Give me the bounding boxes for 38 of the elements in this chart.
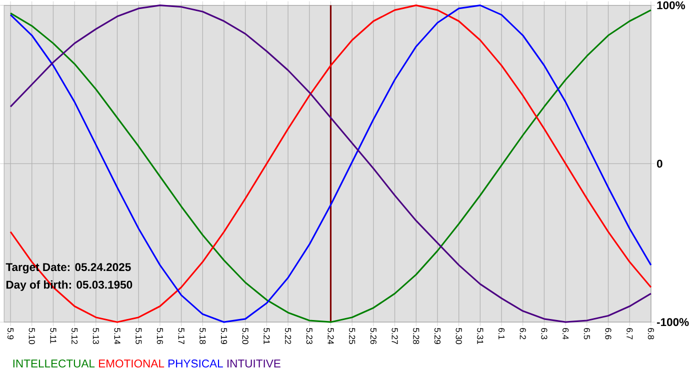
x-tick-label: 5.22 (284, 328, 292, 344)
text: EMOTIONAL (99, 360, 164, 368)
x-tick-label: 5.25 (349, 328, 356, 344)
x-tick-label: 6.3 (541, 328, 548, 340)
x-tick-label: 5.30 (456, 328, 462, 344)
text: PHYSICAL (168, 360, 223, 368)
x-tick-label: 6.5 (584, 328, 590, 340)
x-tick-label: 5.23 (306, 328, 312, 344)
x-tick-label: 5.28 (413, 328, 420, 344)
x-tick-label: 6.7 (626, 328, 633, 340)
x-tick-label: 5.27 (392, 328, 398, 344)
x-tick-label: 5.10 (28, 328, 35, 344)
y-tick-label: 100% (657, 1, 686, 10)
y-tick-label: 0 (656, 160, 662, 168)
x-tick-label: 5.12 (72, 328, 78, 344)
x-tick-label: 5.29 (434, 328, 441, 344)
x-tick-label: 5.19 (220, 328, 228, 344)
x-tick-label: 5.17 (178, 328, 184, 344)
x-tick-label: 6.2 (520, 328, 526, 340)
x-tick-label: 5.18 (200, 328, 206, 344)
x-tick-label: 5.26 (370, 328, 376, 344)
x-tick-label: 5.16 (156, 328, 163, 344)
x-tick-label: 5.15 (136, 328, 142, 344)
x-tick-label: 6.8 (648, 328, 654, 340)
x-tick-label: 5.9 (7, 328, 14, 340)
text: INTUITIVE (227, 360, 280, 368)
y-tick-label: -100% (656, 318, 689, 326)
x-tick-label: 5.14 (114, 328, 120, 344)
x-tick-label: 5.21 (264, 328, 270, 344)
x-tick-label: 5.11 (50, 328, 56, 344)
x-tick-label: 5.13 (92, 328, 99, 344)
x-tick-label: 5.31 (477, 328, 484, 344)
text: INTELLECTUAL (13, 360, 95, 368)
x-tick-label: 6.4 (562, 328, 569, 340)
x-tick-label: 5.20 (242, 328, 248, 344)
x-tick-label: 6.6 (605, 328, 612, 340)
x-tick-label: 6.1 (498, 328, 505, 340)
x-tick-label: 5.24 (328, 328, 334, 344)
